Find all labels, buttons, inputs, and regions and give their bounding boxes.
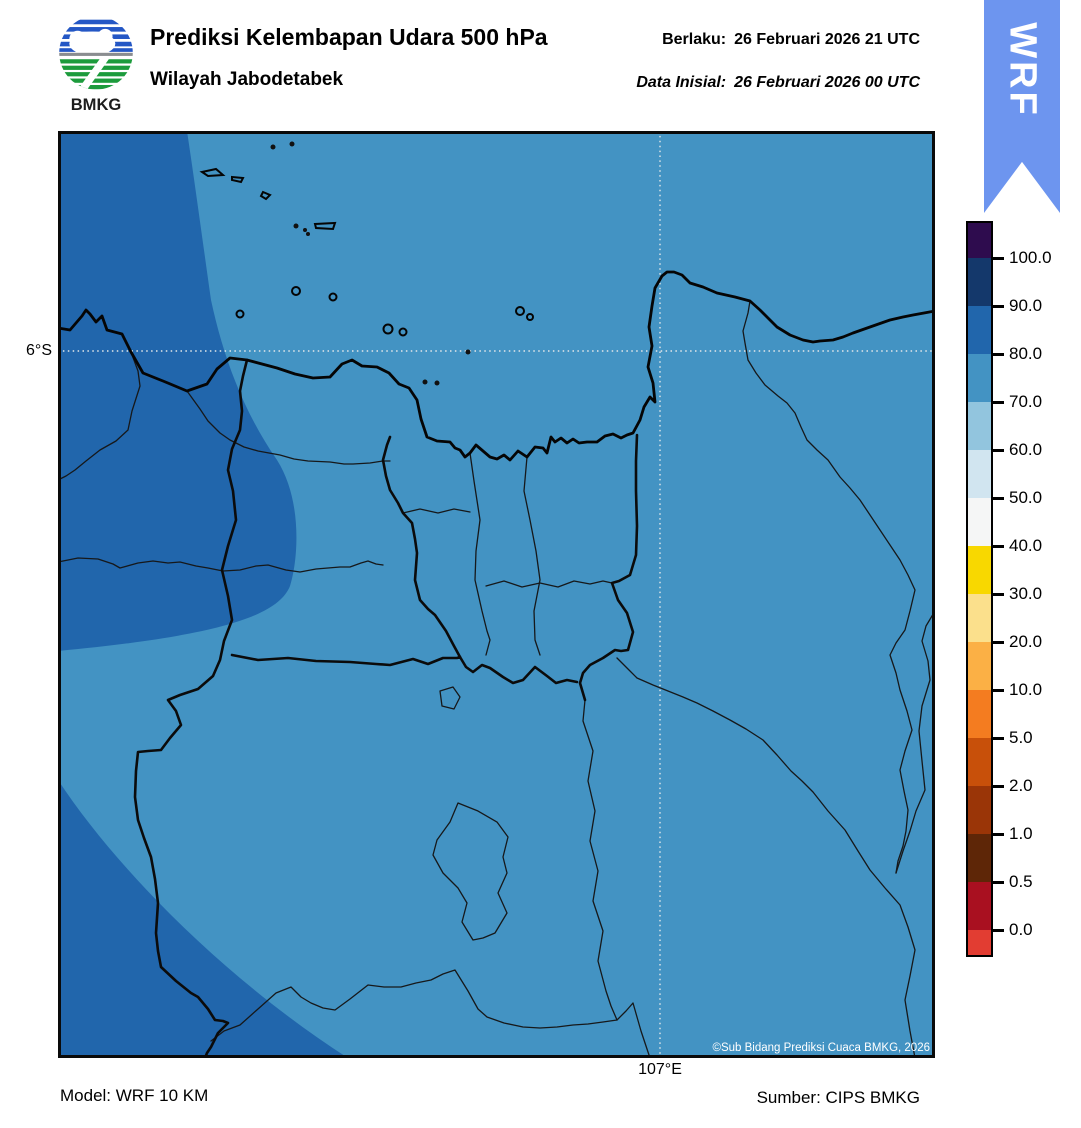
colorbar-segment xyxy=(968,594,991,642)
province-boundaries xyxy=(133,358,639,1058)
bmkg-logo-text: BMKG xyxy=(71,95,122,114)
colorbar-segment xyxy=(968,882,991,930)
colorbar-tick xyxy=(993,784,1004,788)
initial-data-line: Data Inisial: 26 Februari 2026 00 UTC xyxy=(636,74,920,92)
page-subtitle: Wilayah Jabodetabek xyxy=(150,69,344,90)
colorbar-tick xyxy=(993,400,1004,404)
source-label: Sumber: CIPS BMKG xyxy=(756,1088,920,1107)
colorbar-segment xyxy=(968,258,991,306)
cloud-shape xyxy=(69,28,116,56)
lat-lon-gridlines xyxy=(58,131,935,1058)
land-diagonal-gap xyxy=(73,56,111,90)
colorbar-tick-label: 10.0 xyxy=(1009,680,1043,699)
bmkg-logo-emblem xyxy=(59,16,133,90)
colorbar-tick-label: 1.0 xyxy=(1009,824,1033,843)
colorbar-segment xyxy=(968,786,991,834)
colorbar-segment xyxy=(968,930,991,955)
colorbar-segment xyxy=(968,223,991,258)
colorbar-tick xyxy=(993,592,1004,596)
coastline xyxy=(58,270,935,462)
map-copyright: ©Sub Bidang Prediksi Cuaca BMKG, 2026 xyxy=(712,1042,930,1054)
colorbar-segment xyxy=(968,690,991,738)
y-axis-label: 6°S xyxy=(26,342,52,359)
colorbar-tick-label: 70.0 xyxy=(1009,392,1043,411)
map-frame xyxy=(58,131,935,1058)
x-axis-label: 107°E xyxy=(638,1061,682,1078)
colorbar-segment xyxy=(968,402,991,450)
colorbar-tick-label: 100.0 xyxy=(1009,248,1052,267)
colorbar-tick-label: 0.0 xyxy=(1009,920,1033,939)
colorbar-segment xyxy=(968,498,991,546)
colorbar-tick xyxy=(993,544,1004,548)
colorbar-tick xyxy=(993,736,1004,740)
wrf-ribbon-banner: WRF xyxy=(984,0,1060,213)
colorbar-tick-label: 60.0 xyxy=(1009,440,1043,459)
valid-time-label: Berlaku: xyxy=(662,31,727,48)
page-title: Prediksi Kelembapan Udara 500 hPa xyxy=(150,24,548,50)
colorbar-tick xyxy=(993,928,1004,932)
colorbar-segment xyxy=(968,450,991,498)
forecast-map: ©Sub Bidang Prediksi Cuaca BMKG, 2026 xyxy=(58,131,935,1058)
colorbar-segment xyxy=(968,354,991,402)
colorbar-tick xyxy=(993,304,1004,308)
colorbar-tick-label: 20.0 xyxy=(1009,632,1043,651)
initial-data-label: Data Inisial: xyxy=(636,74,727,91)
colorbar xyxy=(966,221,993,957)
colorbar-tick-label: 30.0 xyxy=(1009,584,1043,603)
colorbar-tick xyxy=(993,448,1004,452)
reservoir-outline xyxy=(432,802,509,941)
colorbar-tick-label: 90.0 xyxy=(1009,296,1043,315)
valid-time-line: Berlaku: 26 Februari 2026 21 UTC xyxy=(662,31,920,49)
bmkg-logo: BMKG xyxy=(59,16,133,114)
colorbar-tick-label: 0.5 xyxy=(1009,872,1033,891)
horizon-line xyxy=(59,52,133,56)
colorbar-tick-label: 2.0 xyxy=(1009,776,1033,795)
colorbar-segment xyxy=(968,546,991,594)
islands xyxy=(199,167,534,337)
colorbar-tick xyxy=(993,256,1004,260)
initial-data-value: 26 Februari 2026 00 UTC xyxy=(734,74,920,91)
colorbar-tick xyxy=(993,880,1004,884)
island-dots xyxy=(270,141,471,386)
colorbar-tick xyxy=(993,688,1004,692)
valid-time-value: 26 Februari 2026 21 UTC xyxy=(734,31,920,48)
colorbar-tick xyxy=(993,832,1004,836)
colorbar-segment xyxy=(968,834,991,882)
colorbar-tick-label: 40.0 xyxy=(1009,536,1043,555)
colorbar-segment xyxy=(968,738,991,786)
model-label: Model: WRF 10 KM xyxy=(60,1086,209,1105)
colorbar-tick xyxy=(993,496,1004,500)
colorbar-tick-label: 80.0 xyxy=(1009,344,1043,363)
wrf-ribbon-label: WRF xyxy=(1001,22,1044,118)
district-boundaries xyxy=(58,300,935,1058)
colorbar-tick xyxy=(993,640,1004,644)
colorbar-tick xyxy=(993,352,1004,356)
colorbar-tick-label: 50.0 xyxy=(1009,488,1043,507)
colorbar-segment xyxy=(968,642,991,690)
colorbar-tick-label: 5.0 xyxy=(1009,728,1033,747)
colorbar-segment xyxy=(968,306,991,354)
